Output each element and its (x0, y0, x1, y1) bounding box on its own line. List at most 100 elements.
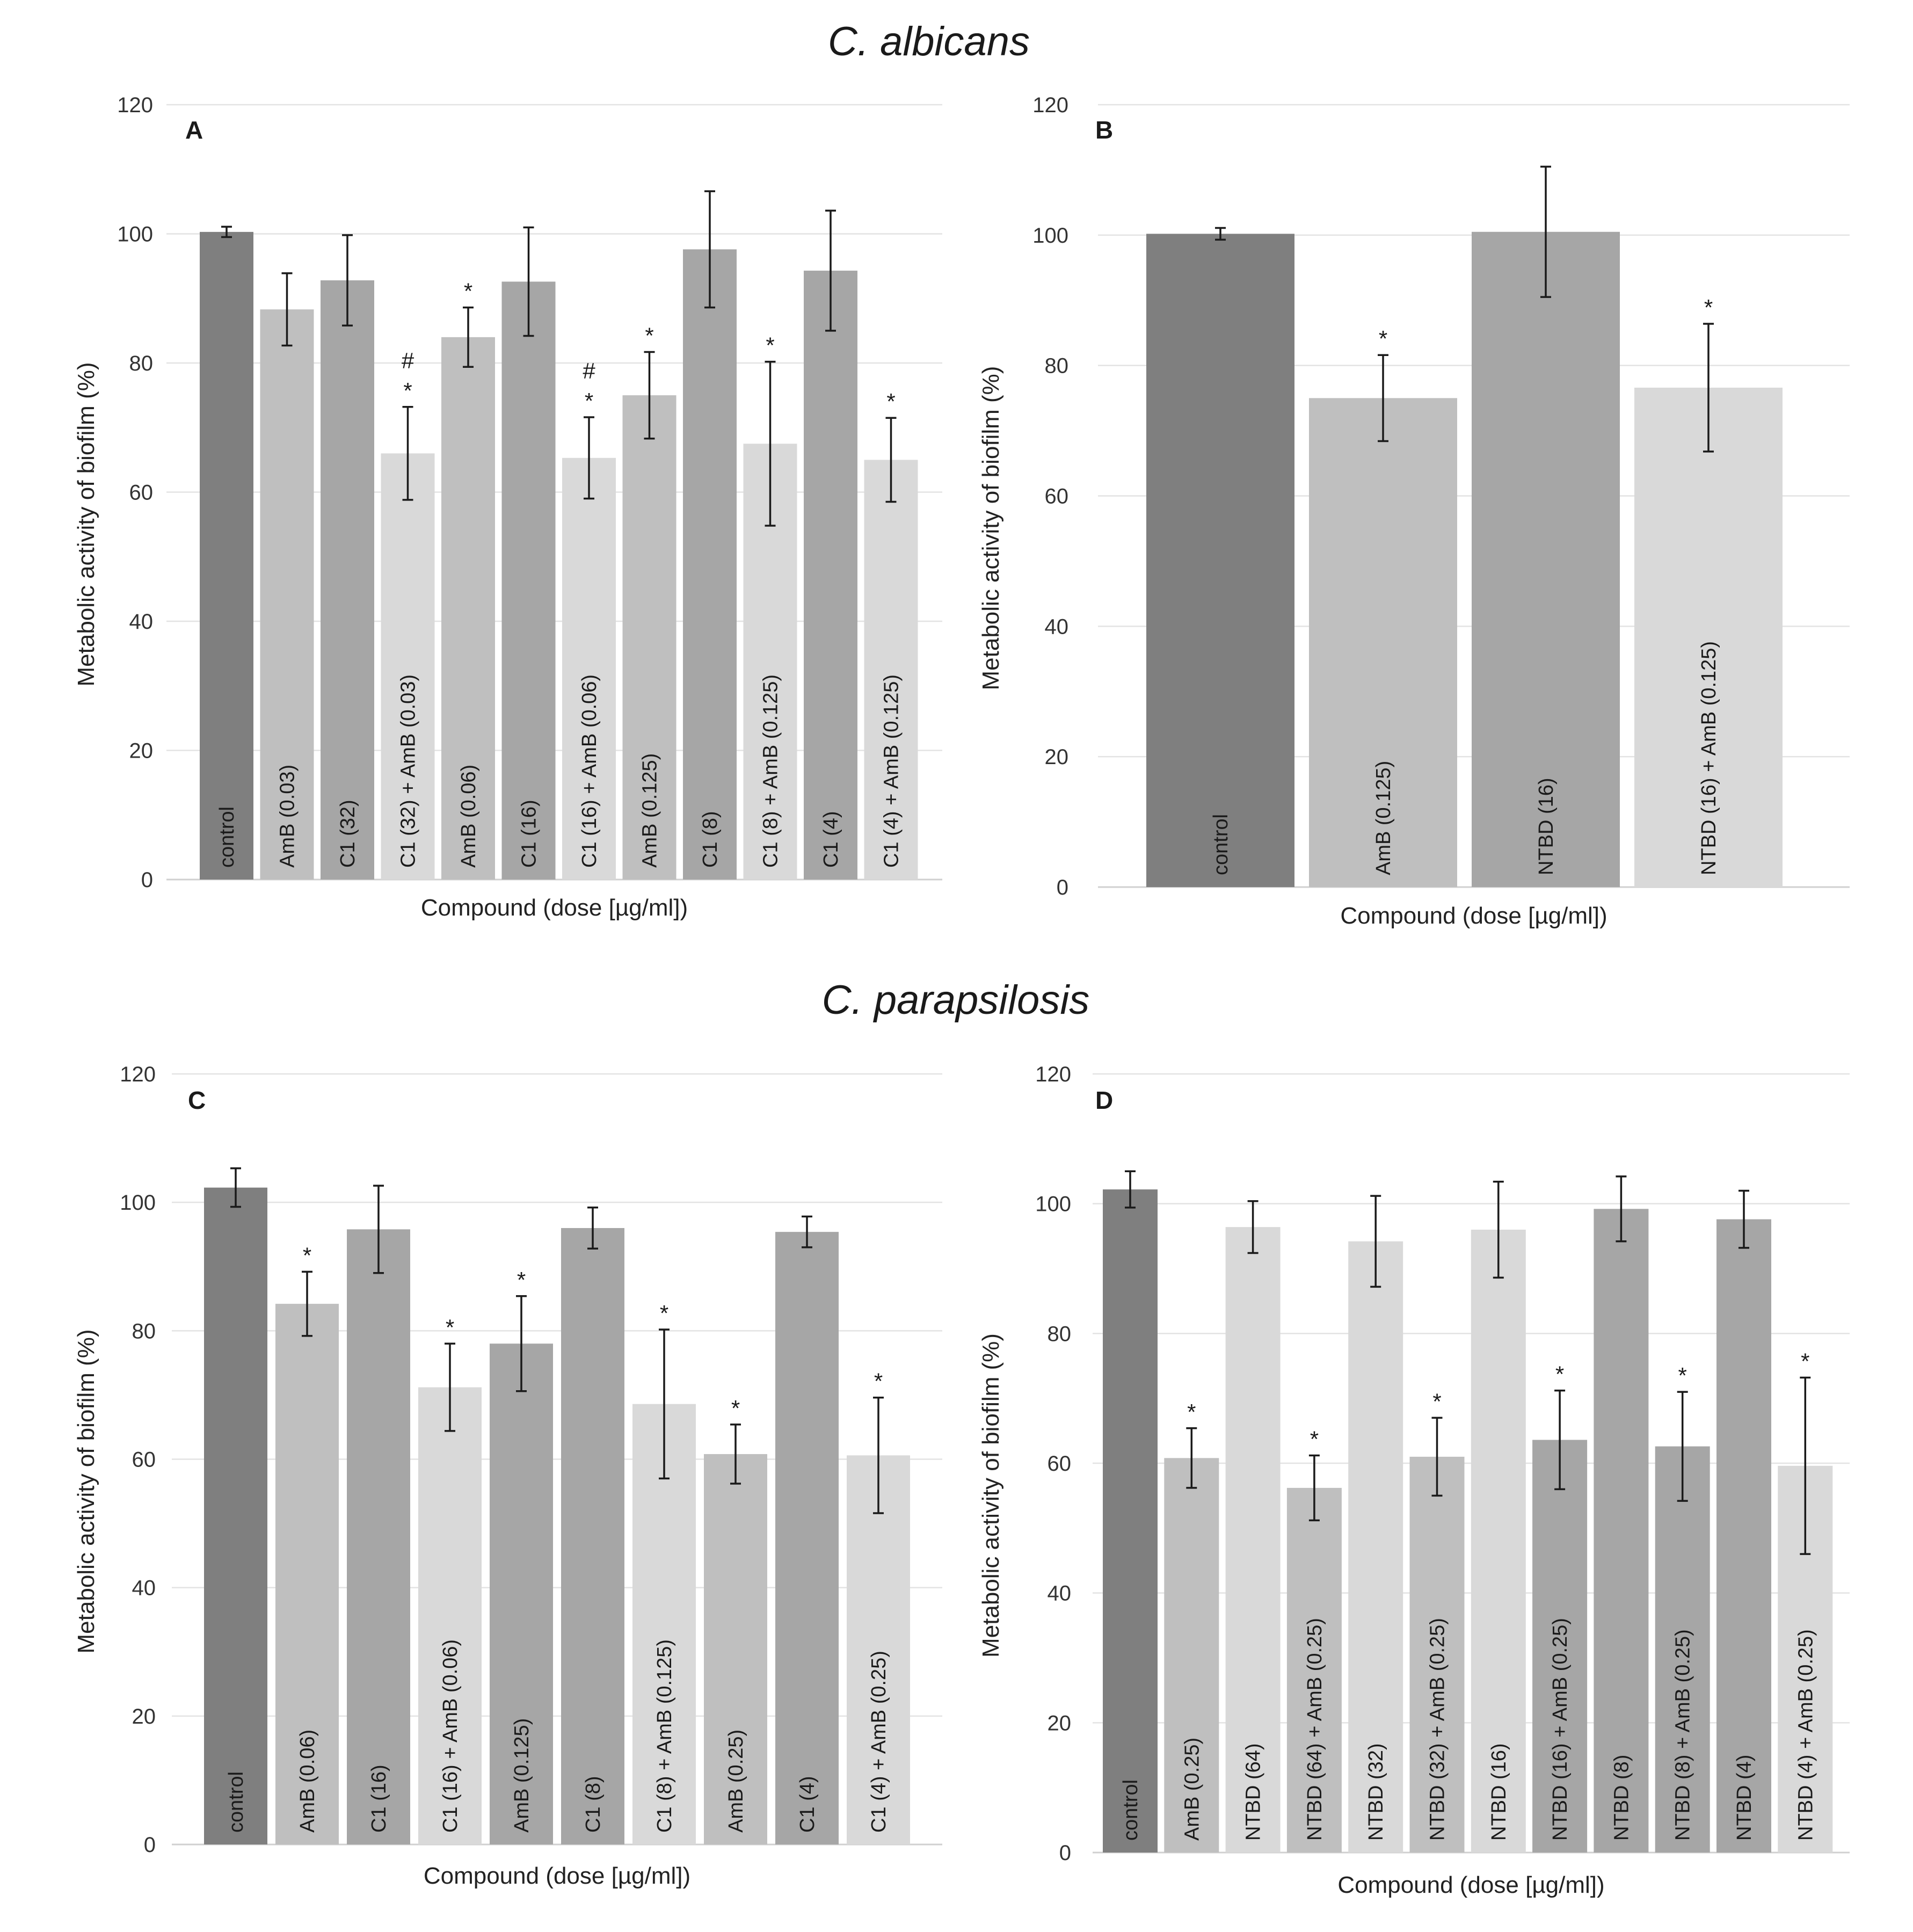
significance-asterisk: * (874, 1369, 883, 1394)
bar-c1-4 (804, 271, 857, 880)
error-bar (1540, 165, 1551, 298)
y-tick-label: 80 (132, 1319, 156, 1343)
section-title-c-parapsilosis: C. parapsilosis (822, 977, 1089, 1023)
error-bar (1431, 1417, 1443, 1497)
panel-a-chart: 0 20 40 60 80 100 120 control AmB (0.03) C1 (32) *… (73, 93, 942, 921)
y-tick-label: 0 (144, 1833, 156, 1857)
panel-d-chart: 0 20 40 60 80 100 120 control * AmB (0.25) NTBD (6… (978, 1063, 1850, 1898)
category-label: C1 (8) + AmB (0.125) (653, 1639, 676, 1833)
y-tick-label: 0 (1057, 876, 1068, 899)
error-bar (873, 1396, 884, 1514)
bar-c1-16 (501, 281, 556, 880)
error-bar (373, 1185, 384, 1274)
bar-ntbd-64 (1225, 1227, 1281, 1853)
y-tick-label: 100 (117, 223, 153, 246)
significance-asterisk: * (1187, 1399, 1196, 1425)
bar-control (1146, 234, 1294, 887)
hash-marker: # (583, 358, 595, 383)
bar-amb-0-25 (1164, 1458, 1219, 1853)
significance-asterisk: * (1379, 326, 1387, 351)
error-bar (765, 360, 776, 527)
error-bar (221, 226, 232, 238)
error-bar (1308, 1454, 1320, 1522)
y-tick-label: 80 (1045, 354, 1069, 378)
error-bar (230, 1167, 241, 1208)
bar-amb-0-06 (275, 1304, 339, 1844)
bar-c1-4 (775, 1232, 839, 1844)
significance-asterisk: * (660, 1301, 668, 1326)
error-bar (587, 1206, 598, 1250)
error-bar (1800, 1376, 1811, 1555)
error-bar (659, 1328, 670, 1480)
y-axis-title: Metabolic activity of biofilm (%) (978, 1333, 1004, 1658)
y-axis-title: Metabolic activity of biofilm (%) (978, 366, 1004, 691)
category-label: C1 (4) (820, 811, 842, 868)
error-bar (463, 306, 474, 368)
error-bar (1378, 354, 1388, 442)
error-bar (1125, 1170, 1136, 1209)
error-bar (730, 1423, 741, 1485)
bar-ntbd-32-amb-0-25 (1409, 1456, 1465, 1853)
significance-asterisk: * (517, 1267, 526, 1292)
category-label: C1 (4) (796, 1776, 819, 1833)
y-tick-label: 120 (120, 1063, 156, 1086)
error-bar (1186, 1427, 1197, 1489)
error-bar (1677, 1391, 1688, 1502)
bar-c1-8 (561, 1228, 624, 1844)
y-tick-label: 120 (1032, 93, 1068, 117)
category-label: NTBD (16) (1488, 1743, 1510, 1841)
bar-c1-16 (347, 1229, 410, 1844)
category-label: NTBD (8) (1610, 1755, 1633, 1841)
bar-c1-32-amb-0-03 (381, 453, 435, 880)
bar-ntbd-16-amb-0-25 (1532, 1440, 1588, 1853)
significance-asterisk: * (1555, 1362, 1564, 1387)
bar-ntbd-16 (1472, 231, 1620, 888)
error-bar (302, 1270, 312, 1337)
category-label: C1 (32) (337, 800, 359, 868)
bar-control (1103, 1189, 1158, 1853)
y-tick-label: 60 (129, 481, 154, 505)
y-tick-label: 20 (129, 739, 154, 763)
category-label: NTBD (8) + AmB (0.25) (1672, 1629, 1694, 1841)
panel-c-chart: 0 20 40 60 80 100 120 control * AmB (0.06) C1 (16)… (73, 1063, 942, 1889)
category-label: control (225, 1771, 248, 1833)
significance-asterisk: * (1432, 1389, 1441, 1414)
error-bar (445, 1342, 455, 1432)
y-tick-label: 100 (1032, 224, 1068, 248)
bar-c1-16-amb-0-06 (562, 457, 616, 880)
bar-amb-0-06 (441, 337, 495, 880)
significance-asterisk: * (464, 279, 472, 304)
bar-ntbd-4 (1716, 1219, 1771, 1853)
panel-b-chart: 0 20 40 60 80 100 120 control * AmB (0.125) NTBD (… (978, 93, 1850, 929)
error-bar (704, 190, 715, 309)
error-bar (402, 406, 413, 501)
bar-amb-0-125 (622, 395, 677, 880)
y-tick-label: 20 (1048, 1711, 1072, 1735)
category-label: C1 (8) (582, 1776, 605, 1833)
error-bar (516, 1295, 527, 1392)
category-label: C1 (16) (368, 1764, 390, 1833)
bar-ntbd-32 (1348, 1241, 1403, 1853)
y-tick-label: 40 (129, 610, 154, 634)
category-label: C1 (4) + AmB (0.125) (881, 674, 903, 868)
category-label: C1 (16) (518, 800, 541, 868)
y-tick-label: 0 (141, 868, 153, 892)
significance-asterisk: * (303, 1243, 311, 1268)
category-label: NTBD (4) (1733, 1755, 1756, 1841)
category-label: control (216, 807, 238, 868)
error-bar (825, 209, 836, 332)
error-bar (644, 351, 655, 440)
error-bar (523, 226, 534, 337)
category-label: NTBD (64) + AmB (0.25) (1304, 1618, 1326, 1841)
bar-amb-0-25 (704, 1454, 767, 1844)
category-label: NTBD (4) + AmB (0.25) (1794, 1629, 1817, 1841)
bar-ntbd-16 (1471, 1230, 1526, 1853)
y-tick-label: 40 (132, 1577, 156, 1600)
panel-letter: C (188, 1086, 206, 1114)
error-bar (1739, 1189, 1749, 1249)
y-tick-label: 40 (1048, 1582, 1072, 1606)
bar-ntbd-8 (1594, 1209, 1649, 1853)
error-bar (281, 272, 293, 347)
significance-asterisk: * (645, 323, 653, 348)
